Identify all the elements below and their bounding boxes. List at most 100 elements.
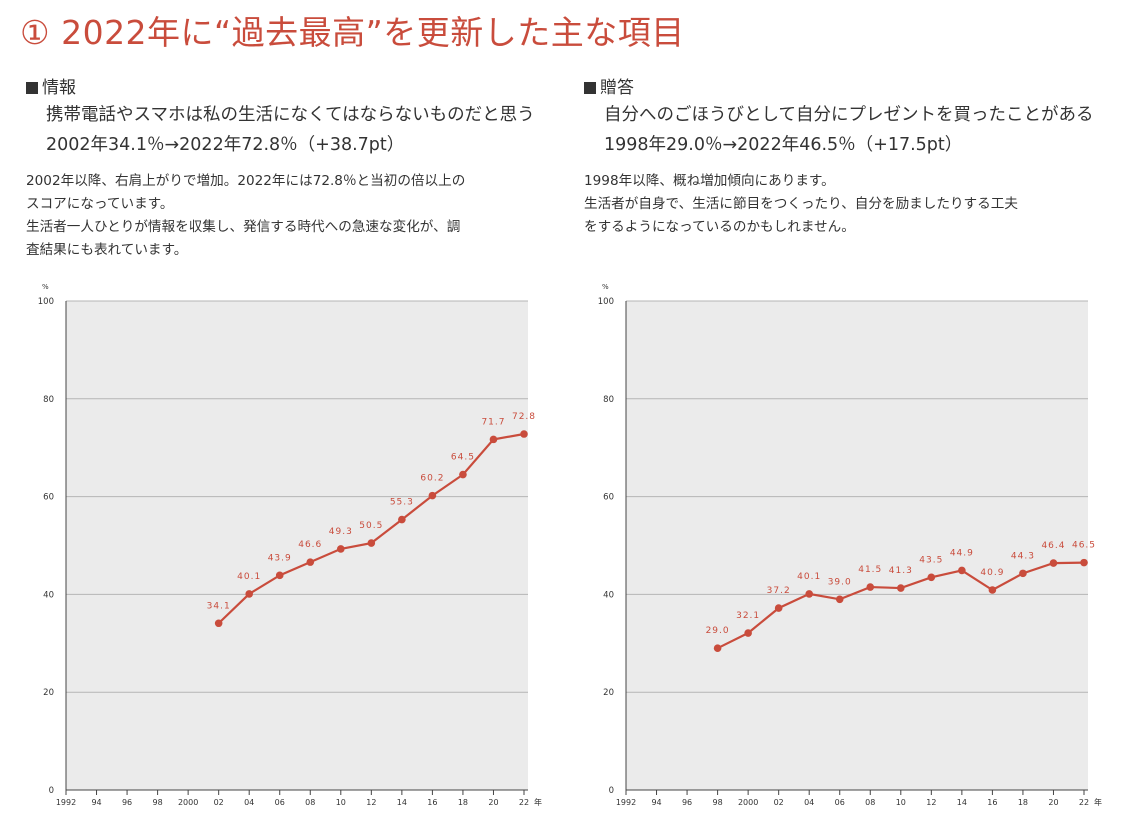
panel-gift: 贈答 自分へのごほうびとして自分にプレゼントを買ったことがある 1998年29.…	[584, 76, 1124, 239]
data-point	[897, 584, 905, 592]
x-axis-unit: 年	[534, 797, 542, 807]
data-label: 44.3	[1011, 551, 1035, 561]
data-point	[520, 430, 528, 438]
x-tick-label: 12	[926, 798, 936, 807]
section-label: 情報	[26, 76, 566, 100]
data-label: 46.6	[298, 540, 322, 550]
data-label: 50.5	[359, 521, 383, 531]
x-tick-label: 96	[122, 798, 132, 807]
description-line: をするようになっているのかもしれません。	[584, 219, 855, 235]
data-label: 43.9	[268, 553, 292, 563]
data-label: 40.1	[237, 572, 261, 582]
x-tick-label: 18	[458, 798, 468, 807]
data-label: 40.9	[980, 568, 1004, 578]
data-point	[428, 491, 437, 500]
y-tick-label: 0	[49, 786, 54, 796]
y-tick-label: 40	[603, 590, 614, 600]
x-tick-label: 22	[1079, 798, 1089, 807]
x-tick-label: 10	[896, 798, 906, 807]
square-bullet-icon	[26, 82, 38, 94]
data-label: 64.5	[451, 453, 475, 463]
data-label: 41.5	[858, 565, 882, 575]
y-axis-unit: %	[602, 283, 609, 291]
y-tick-label: 0	[609, 786, 614, 796]
description-line: 生活者一人ひとりが情報を収集し、発信する時代への急速な変化が、調	[26, 219, 461, 235]
x-tick-label: 18	[1018, 798, 1028, 807]
data-label: 41.3	[889, 566, 913, 576]
section-label-text: 贈答	[600, 78, 634, 98]
y-tick-label: 80	[603, 395, 614, 405]
data-label: 39.0	[828, 577, 852, 587]
item-stat: 2002年34.1％→2022年72.8％（+38.7pt）	[46, 135, 405, 155]
item-headline: 自分へのごほうびとして自分にプレゼントを買ったことがある	[604, 105, 1094, 125]
x-tick-label: 20	[488, 798, 498, 807]
data-label: 72.8	[512, 412, 536, 422]
y-tick-label: 80	[43, 395, 54, 405]
x-tick-label: 1992	[56, 798, 76, 807]
x-tick-label: 98	[153, 798, 163, 807]
data-point	[927, 573, 936, 582]
data-label: 32.1	[736, 611, 760, 621]
data-point	[489, 435, 498, 444]
data-point	[398, 515, 406, 524]
x-tick-label: 02	[214, 798, 224, 807]
data-point	[835, 595, 844, 604]
section-label: 贈答	[584, 76, 1124, 100]
data-point	[337, 545, 345, 553]
page-title: ① 2022年に“過去最高”を更新した主な項目	[20, 13, 685, 52]
y-tick-label: 100	[38, 297, 54, 307]
data-point	[245, 590, 253, 598]
description-line: 査結果にも表れています。	[26, 242, 188, 258]
y-tick-label: 100	[598, 297, 614, 307]
chart-gift: 0 20 40 60 80 100% 1992 94 96 98 2000 02 04 06 08 10 12 1…	[598, 283, 1102, 807]
plot-area	[626, 301, 1088, 790]
x-tick-label: 10	[336, 798, 346, 807]
data-point	[275, 571, 284, 580]
x-tick-label: 98	[713, 798, 723, 807]
y-tick-label: 60	[603, 493, 614, 503]
data-point	[1049, 559, 1058, 567]
x-tick-label: 2000	[178, 798, 198, 807]
description-line: 2002年以降、右肩上がりで増加。2022年には72.8％と当初の倍以上の	[26, 173, 466, 189]
x-axis-unit: 年	[1094, 797, 1102, 807]
x-tick-label: 14	[397, 798, 407, 807]
x-tick-label: 08	[305, 798, 315, 807]
section-label-text: 情報	[42, 78, 76, 98]
description-line: 1998年以降、概ね増加傾向にあります。	[584, 173, 835, 189]
data-label: 46.5	[1072, 541, 1096, 551]
x-tick-label: 14	[957, 798, 967, 807]
x-tick-label: 2000	[738, 798, 758, 807]
item-stat: 1998年29.0％→2022年46.5％（+17.5pt）	[604, 135, 963, 155]
y-tick-label: 20	[43, 688, 54, 698]
data-point	[713, 644, 722, 652]
description: 2002年以降、右肩上がりで増加。2022年には72.8％と当初の倍以上の スコ…	[26, 170, 566, 262]
data-label: 44.9	[950, 548, 974, 558]
x-tick-label: 06	[275, 798, 285, 807]
data-point	[988, 586, 997, 594]
x-tick-label: 20	[1048, 798, 1058, 807]
data-label: 37.2	[767, 586, 791, 596]
description-line: スコアになっています。	[26, 196, 174, 212]
data-label: 29.0	[706, 626, 730, 636]
y-tick-label: 40	[43, 590, 54, 600]
data-label: 40.1	[797, 572, 821, 582]
panel-info: 情報 携帯電話やスマホは私の生活になくてはならないものだと思う 2002年34.…	[26, 76, 566, 262]
data-point	[744, 629, 752, 637]
y-axis-unit: %	[42, 283, 49, 291]
data-point	[306, 558, 315, 566]
data-label: 43.5	[919, 555, 943, 565]
y-tick-label: 20	[603, 688, 614, 698]
x-tick-label: 16	[987, 798, 997, 807]
x-tick-label: 1992	[616, 798, 636, 807]
data-point	[805, 590, 813, 598]
x-tick-label: 94	[91, 798, 101, 807]
x-tick-label: 94	[651, 798, 661, 807]
data-point	[1080, 558, 1088, 567]
square-bullet-icon	[584, 82, 596, 94]
data-label: 71.7	[481, 417, 505, 427]
plot-area	[66, 301, 528, 790]
x-tick-label: 96	[682, 798, 692, 807]
description: 1998年以降、概ね増加傾向にあります。 生活者が自身で、生活に節目をつくったり…	[584, 170, 1124, 239]
chart-info: 0 20 40 60 80 100% 1992 94 96 98 2000 02 04 06 08 10 12 1…	[38, 283, 542, 807]
x-tick-label: 12	[366, 798, 376, 807]
